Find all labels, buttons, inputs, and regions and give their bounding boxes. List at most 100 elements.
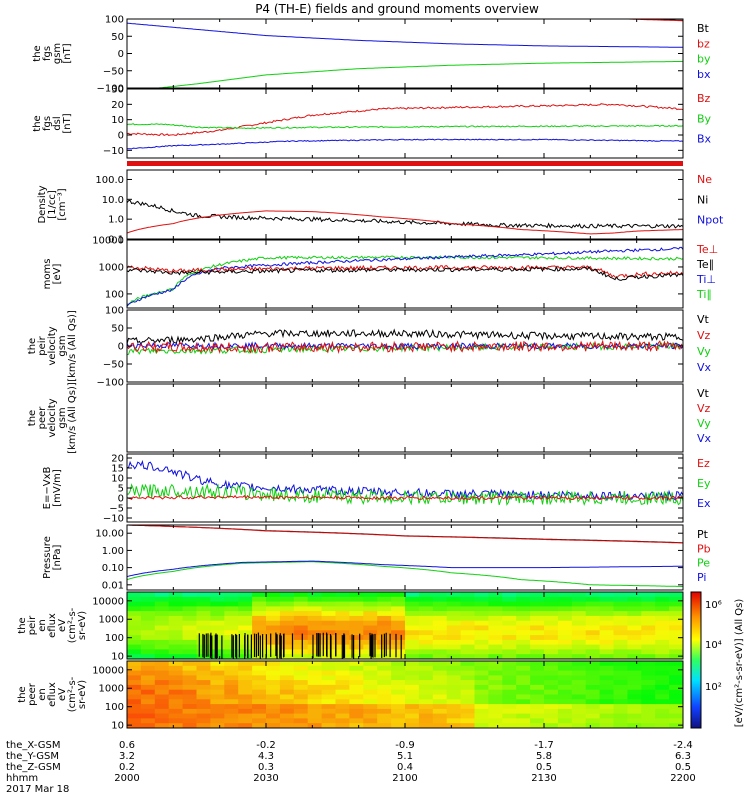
spectrogram-cell <box>627 718 642 724</box>
y-axis-label-line: en <box>37 688 48 701</box>
spectrogram-cell <box>224 675 239 681</box>
spectrogram-cell <box>377 723 392 728</box>
spectrogram-cell <box>474 611 489 617</box>
spectrogram-cell <box>182 649 198 655</box>
spectrogram-cell <box>585 670 601 676</box>
y-tick-label: 100 <box>105 702 124 713</box>
spectrogram-cell <box>196 680 211 686</box>
spectrogram-cell <box>446 630 462 636</box>
spectrogram-gap <box>232 635 234 659</box>
legend-label-efield: Ey <box>697 477 711 490</box>
spectrogram-cell <box>641 675 656 681</box>
spectrogram-cell <box>391 694 406 700</box>
spectrogram-cell <box>335 596 350 603</box>
spectrogram-cell <box>655 630 670 636</box>
spectrogram-cell <box>307 723 323 728</box>
spectrogram-cell <box>279 723 295 728</box>
spectrogram-cell <box>516 620 531 627</box>
y-axis-label-line: Density <box>37 185 48 223</box>
spectrogram-cell <box>168 639 184 646</box>
spectrogram-cell <box>279 713 295 719</box>
spectrogram-cell <box>363 615 378 622</box>
spectrogram-gap <box>374 633 376 658</box>
spectrogram-gap <box>319 633 321 657</box>
spectrogram-cell <box>432 704 448 710</box>
spectrogram-cell <box>391 680 406 686</box>
spectrogram-cell <box>627 713 642 719</box>
spectrogram-cell <box>363 611 378 617</box>
spectrogram-cell <box>168 661 184 667</box>
spectrogram-cell <box>655 649 670 655</box>
spectrogram-cell <box>252 601 267 607</box>
spectrogram-cell <box>599 601 615 607</box>
spectrogram-cell <box>210 699 225 705</box>
spectrogram-cell <box>252 723 267 728</box>
spectrogram-cell <box>571 601 587 607</box>
spectrogram-cell <box>571 654 587 659</box>
spectrogram-cell <box>252 680 267 686</box>
series-line-peir-velocity-Vz <box>127 339 683 355</box>
spectrogram-cell <box>544 670 559 676</box>
spectrogram-cell <box>224 718 239 724</box>
spectrogram-cell <box>599 680 615 686</box>
spectrogram-cell <box>238 611 253 617</box>
spectrogram-cell <box>627 592 642 598</box>
spectrogram-cell <box>252 654 267 659</box>
spectrogram-cell <box>307 718 323 724</box>
spectrogram-cell <box>474 713 489 719</box>
spectrogram-cell <box>585 611 601 617</box>
x-tick-label: 2000 <box>114 773 139 784</box>
spectrogram-cell <box>405 625 420 631</box>
spectrogram-cell <box>252 639 267 646</box>
spectrogram-cell <box>238 670 253 676</box>
spectrogram-cell <box>140 592 156 598</box>
spectrogram-cell <box>516 606 531 612</box>
spectrogram-cell <box>182 625 198 631</box>
spectrogram-cell <box>446 718 462 724</box>
spectrogram-cell <box>655 601 670 607</box>
spectrogram-cell <box>238 684 253 691</box>
spectrogram-cell <box>585 689 601 696</box>
spectrogram-cell <box>377 670 392 676</box>
spectrogram-cell <box>571 704 587 710</box>
legend-label-peir-velocity: Vt <box>697 313 710 326</box>
spectrogram-cell <box>502 665 517 672</box>
spectrogram-cell <box>349 723 364 728</box>
spectrogram-cell <box>627 675 642 681</box>
spectrogram-cell <box>252 689 267 696</box>
spectrogram-cell <box>224 713 239 719</box>
spectrogram-cell <box>544 713 559 719</box>
spectrogram-cell <box>571 644 587 650</box>
spectrogram-cell <box>599 694 615 700</box>
spectrogram-cell <box>432 718 448 724</box>
spectrogram-cell <box>363 670 378 676</box>
spectrogram-cell <box>571 620 587 627</box>
spectrogram-cell <box>585 592 601 598</box>
spectrogram-cell <box>502 639 517 646</box>
spectrogram-cell <box>224 592 239 598</box>
spectrogram-cell <box>127 592 142 598</box>
spectrogram-cell <box>335 713 350 719</box>
spectrogram-gap <box>205 633 207 657</box>
spectrogram-cell <box>182 704 198 710</box>
spectrogram-cell <box>127 718 142 724</box>
spectrogram-cell <box>474 661 489 667</box>
spectrogram-cell <box>502 713 517 719</box>
spectrogram-cell <box>502 620 517 627</box>
spectrogram-cell <box>571 708 587 715</box>
spectrogram-cell <box>530 689 545 696</box>
spectrogram-cell <box>516 694 531 700</box>
spectrogram-cell <box>613 675 628 681</box>
spectrogram-cell <box>669 689 683 696</box>
spectrogram-cell <box>168 592 184 598</box>
spectrogram-cell <box>557 639 573 646</box>
spectrogram-cell <box>210 665 225 672</box>
spectrogram-cell <box>210 611 225 617</box>
y-tick-label: 10000 <box>92 236 124 247</box>
spectrogram-cell <box>127 654 142 659</box>
spectrogram-gap <box>236 634 238 659</box>
spectrogram-cell <box>252 675 267 681</box>
x-tick-label: 5.1 <box>397 751 413 762</box>
x-row-name: the_Y-GSM <box>6 751 59 762</box>
